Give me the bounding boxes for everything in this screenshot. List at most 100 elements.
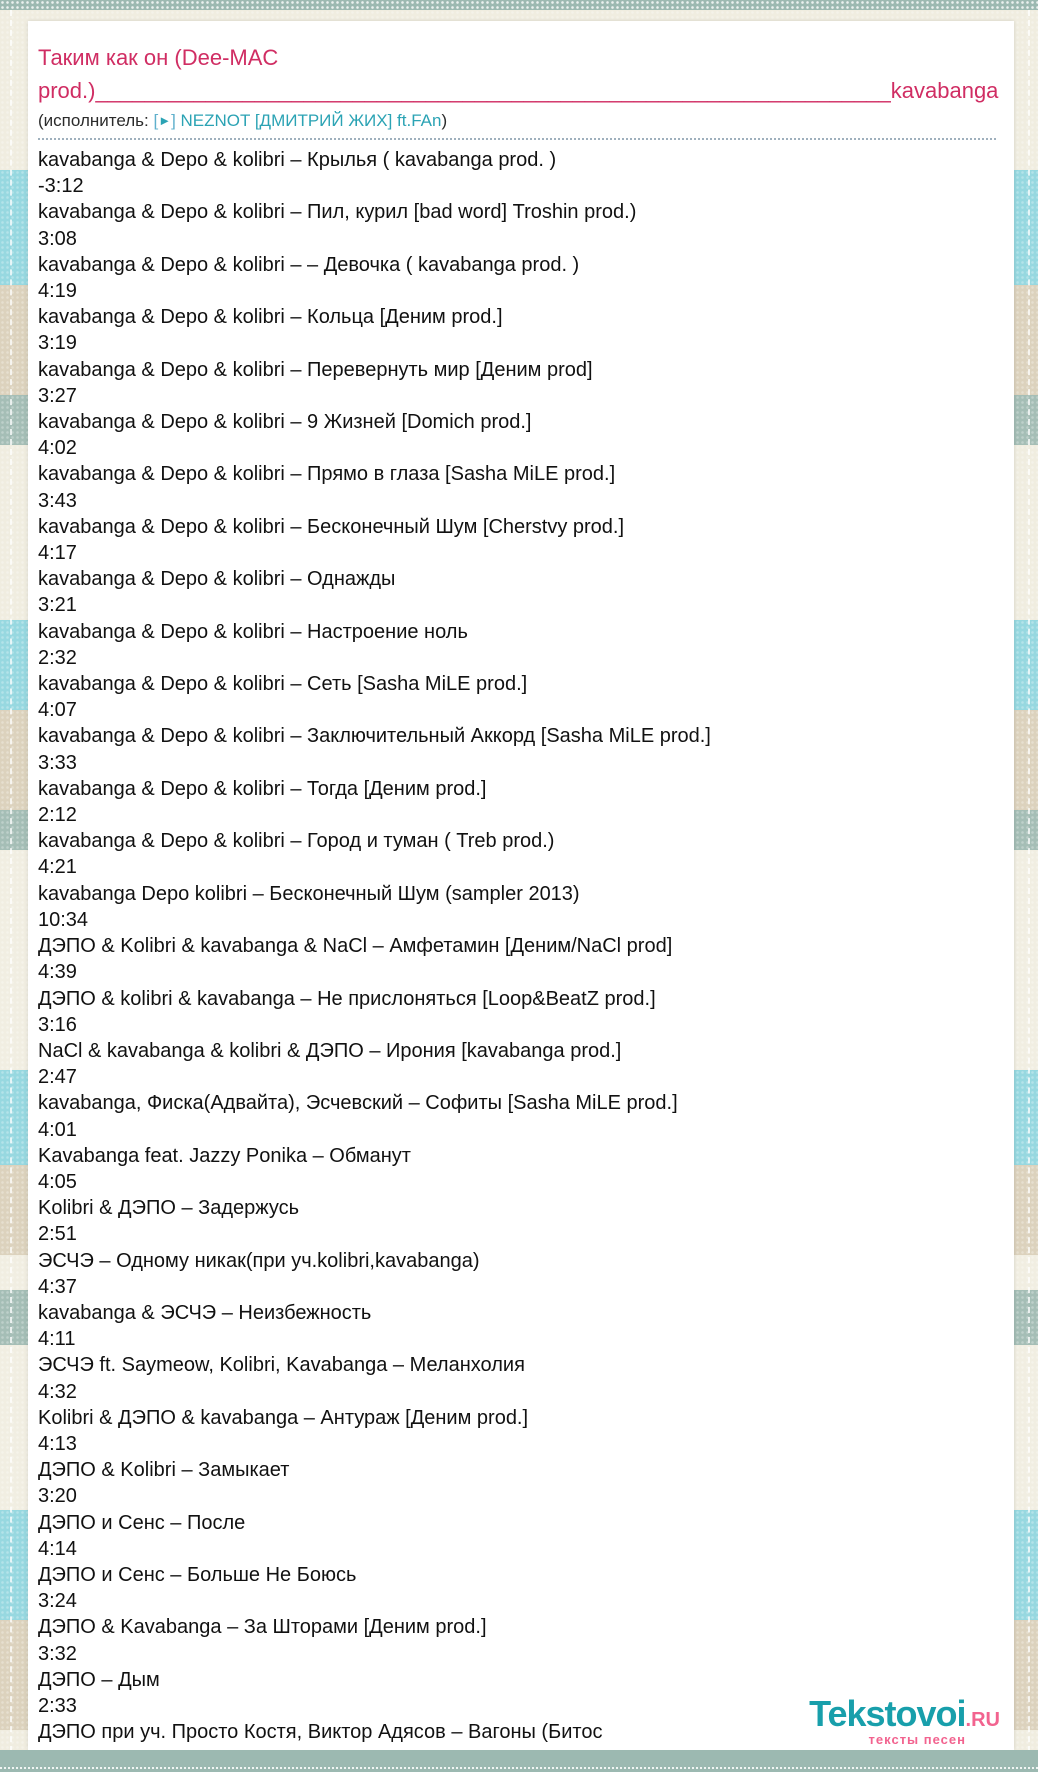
stitch-line-right bbox=[1028, 0, 1030, 1772]
track-row: kavabanga & Depo & kolibri – 9 Жизней [D… bbox=[38, 409, 1014, 461]
top-border-band bbox=[0, 0, 1038, 10]
track-duration: 4:11 bbox=[38, 1328, 76, 1351]
track-title[interactable]: NaCl & kavabanga & kolibri & ДЭПО – Ирон… bbox=[38, 1039, 622, 1062]
track-row: kavabanga & Depo & kolibri – – Девочка (… bbox=[38, 252, 1014, 304]
track-row: kavabanga & Depo & kolibri – Прямо в гла… bbox=[38, 461, 1014, 513]
track-title[interactable]: kavabanga & Depo & kolibri – Кольца [Ден… bbox=[38, 306, 503, 329]
track-title[interactable]: Kolibri & ДЭПО – Задержусь bbox=[38, 1197, 300, 1220]
track-row: kavabanga & Depo & kolibri – Пил, курил … bbox=[38, 199, 1014, 251]
track-title[interactable]: kavabanga & Depo & kolibri – Однажды bbox=[38, 568, 396, 591]
track-row: kavabanga & Depo & kolibri – Однажды 3:21 bbox=[38, 566, 1014, 618]
track-row: ЭСЧЭ ft. Saymeow, Kolibri, Kavabanga – М… bbox=[38, 1352, 1014, 1404]
dotted-separator bbox=[38, 138, 996, 140]
content-panel: Таким как он (Dee-MAC prod.)____________… bbox=[28, 21, 1014, 1750]
song-title-link[interactable]: Таким как он (Dee-MAC prod.)____________… bbox=[38, 45, 999, 103]
track-title[interactable]: ДЭПО & Kolibri & kavabanga & NaCl – Амфе… bbox=[38, 935, 673, 958]
track-duration: 3:19 bbox=[38, 332, 77, 355]
track-duration: 3:27 bbox=[38, 384, 77, 407]
artist-suffix: ) bbox=[441, 111, 448, 130]
track-duration: 3:20 bbox=[38, 1485, 77, 1508]
track-title[interactable]: kavabanga & Depo & kolibri – Тогда [Дени… bbox=[38, 777, 487, 800]
track-title[interactable]: ДЭПО – Дым bbox=[38, 1668, 160, 1691]
track-title[interactable]: ДЭПО & kolibri & kavabanga – Не прислоня… bbox=[38, 987, 656, 1010]
track-duration: 2:12 bbox=[38, 804, 77, 827]
track-row: kavabanga & ЭСЧЭ – Неизбежность 4:11 bbox=[38, 1300, 1014, 1352]
track-row: kavabanga Depo kolibri – Бесконечный Шум… bbox=[38, 881, 1014, 933]
track-row: ЭСЧЭ – Одному никак(при уч.kolibri,kavab… bbox=[38, 1248, 1014, 1300]
track-row: ДЭПО & Kavabanga – За Шторами [Деним pro… bbox=[38, 1614, 1014, 1666]
bracket-open: [ bbox=[153, 111, 159, 130]
track-duration: 4:32 bbox=[38, 1380, 77, 1403]
track-title[interactable]: kavabanga & Depo & kolibri – Город и тум… bbox=[38, 830, 555, 853]
track-title[interactable]: kavabanga & ЭСЧЭ – Неизбежность bbox=[38, 1301, 372, 1324]
track-title[interactable]: kavabanga & Depo & kolibri – Заключитель… bbox=[38, 725, 711, 748]
track-list: kavabanga & Depo & kolibri – Крылья ( ka… bbox=[38, 147, 1014, 1745]
logo-wordmark: Tekstovoi.RU bbox=[809, 1696, 1000, 1732]
bracket-close: ] bbox=[171, 111, 181, 130]
track-duration: -3:12 bbox=[38, 175, 84, 198]
track-title[interactable]: ДЭПО и Сенс – Больше Не Боюсь bbox=[38, 1563, 357, 1586]
track-title[interactable]: ДЭПО & Kavabanga – За Шторами [Деним pro… bbox=[38, 1616, 487, 1639]
site-logo[interactable]: Tekstovoi.RU тексты песен bbox=[809, 1696, 1000, 1747]
track-duration: 4:37 bbox=[38, 1275, 77, 1298]
track-duration: 2:33 bbox=[38, 1694, 77, 1717]
track-title[interactable]: kavabanga & Depo & kolibri – Бесконечный… bbox=[38, 515, 625, 538]
track-title[interactable]: ЭСЧЭ ft. Saymeow, Kolibri, Kavabanga – М… bbox=[38, 1354, 525, 1377]
track-title[interactable]: Kolibri & ДЭПО & kavabanga – Антураж [Де… bbox=[38, 1406, 529, 1429]
track-title[interactable]: ЭСЧЭ – Одному никак(при уч.kolibri,kavab… bbox=[38, 1249, 480, 1272]
artist-line: (исполнитель: [►] NEZNOT [ДМИТРИЙ ЖИХ] f… bbox=[38, 110, 1014, 132]
track-duration: 2:32 bbox=[38, 646, 77, 669]
bottom-border-band bbox=[0, 1750, 1038, 1772]
track-row: Kolibri & ДЭПО & kavabanga – Антураж [Де… bbox=[38, 1405, 1014, 1457]
track-title[interactable]: ДЭПО & Kolibri – Замыкает bbox=[38, 1459, 290, 1482]
track-row: Kavabanga feat. Jazzy Ponika – Обманут 4:… bbox=[38, 1143, 1014, 1195]
track-row: ДЭПО & Kolibri & kavabanga & NaCl – Амфе… bbox=[38, 933, 1014, 985]
track-row: NaCl & kavabanga & kolibri & ДЭПО – Ирон… bbox=[38, 1038, 1014, 1090]
track-title[interactable]: Kavabanga feat. Jazzy Ponika – Обманут bbox=[38, 1144, 411, 1167]
play-link[interactable]: [►] bbox=[153, 111, 180, 130]
track-row: ДЭПО при уч. Просто Костя, Виктор Адясов… bbox=[38, 1719, 1014, 1745]
track-title[interactable]: kavabanga & Depo & kolibri – Пил, курил … bbox=[38, 201, 637, 224]
stitch-line-left bbox=[10, 0, 12, 1772]
track-duration: 4:21 bbox=[38, 856, 77, 879]
track-title[interactable]: ДЭПО при уч. Просто Костя, Виктор Адясов… bbox=[38, 1721, 603, 1744]
logo-tld: .RU bbox=[965, 1709, 1000, 1731]
track-duration: 3:33 bbox=[38, 751, 77, 774]
track-title[interactable]: kavabanga & Depo & kolibri – Сеть [Sasha… bbox=[38, 673, 528, 696]
track-row: kavabanga & Depo & kolibri – Перевернуть… bbox=[38, 357, 1014, 409]
track-row: ДЭПО и Сенс – После 4:14 bbox=[38, 1510, 1014, 1562]
track-duration: 4:02 bbox=[38, 437, 77, 460]
artist-link[interactable]: NEZNOT [ДМИТРИЙ ЖИХ] ft.FAn bbox=[180, 111, 442, 130]
track-row: kavabanga & Depo & kolibri – Кольца [Ден… bbox=[38, 304, 1014, 356]
track-row: ДЭПО & Kolibri – Замыкает 3:20 bbox=[38, 1457, 1014, 1509]
track-duration: 4:05 bbox=[38, 1170, 77, 1193]
track-title[interactable]: kavabanga Depo kolibri – Бесконечный Шум… bbox=[38, 882, 580, 905]
track-duration: 4:07 bbox=[38, 699, 77, 722]
track-row: kavabanga & Depo & kolibri – Настроение … bbox=[38, 619, 1014, 671]
track-title[interactable]: kavabanga & Depo & kolibri – Перевернуть… bbox=[38, 358, 593, 381]
track-title[interactable]: ДЭПО и Сенс – После bbox=[38, 1511, 246, 1534]
artist-prefix: (исполнитель: bbox=[38, 111, 154, 130]
track-duration: 3:32 bbox=[38, 1642, 77, 1665]
track-row: kavabanga & Depo & kolibri – Сеть [Sasha… bbox=[38, 671, 1014, 723]
track-title[interactable]: kavabanga & Depo & kolibri – Настроение … bbox=[38, 620, 468, 643]
track-duration: 2:51 bbox=[38, 1223, 77, 1246]
track-duration: 4:19 bbox=[38, 280, 77, 303]
track-duration: 3:43 bbox=[38, 489, 77, 512]
play-icon: ► bbox=[158, 113, 172, 128]
track-duration: 4:14 bbox=[38, 1537, 77, 1560]
logo-text: Tekstovoi bbox=[809, 1693, 966, 1734]
track-duration: 4:39 bbox=[38, 961, 77, 984]
track-title[interactable]: kavabanga & Depo & kolibri – Крылья ( ka… bbox=[38, 149, 557, 171]
track-title[interactable]: kavabanga & Depo & kolibri – Прямо в гла… bbox=[38, 463, 616, 486]
track-title[interactable]: kavabanga & Depo & kolibri – 9 Жизней [D… bbox=[38, 411, 532, 434]
track-row: kavabanga, Фиска(Адвайта), Эсчевский – С… bbox=[38, 1090, 1014, 1142]
track-title[interactable]: kavabanga, Фиска(Адвайта), Эсчевский – С… bbox=[38, 1092, 678, 1115]
track-row: kavabanga & Depo & kolibri – Бесконечный… bbox=[38, 514, 1014, 566]
track-row: kavabanga & Depo & kolibri – Заключитель… bbox=[38, 723, 1014, 775]
track-row: kavabanga & Depo & kolibri – Тогда [Дени… bbox=[38, 776, 1014, 828]
track-duration: 4:01 bbox=[38, 1118, 77, 1141]
logo-tagline: тексты песен bbox=[868, 1732, 966, 1747]
track-title[interactable]: kavabanga & Depo & kolibri – – Девочка (… bbox=[38, 253, 580, 276]
